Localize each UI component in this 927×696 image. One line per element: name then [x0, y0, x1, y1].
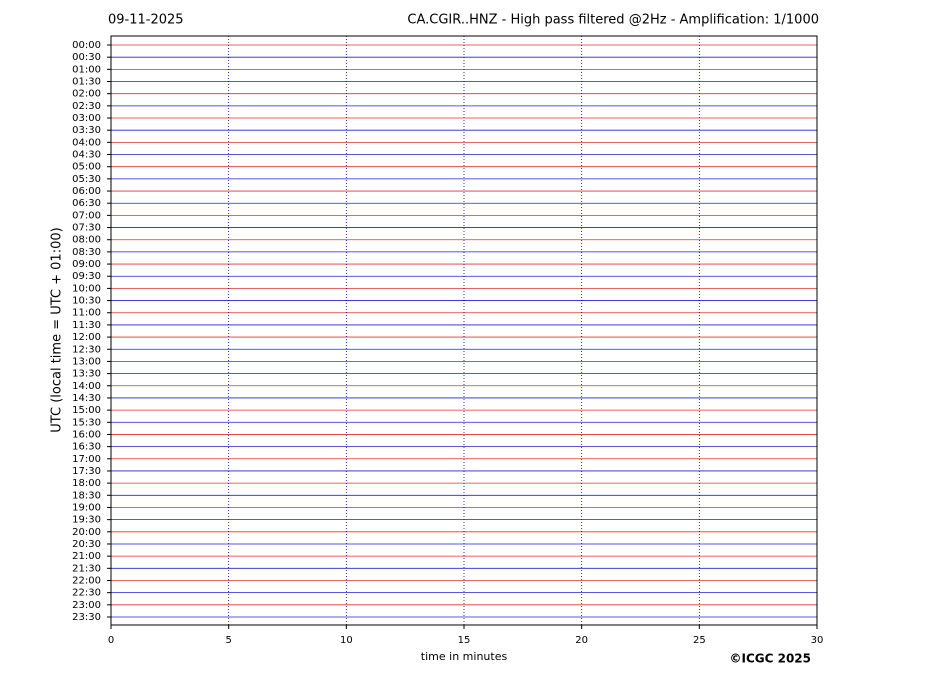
x-tick-label: 30 — [811, 635, 824, 646]
y-tick-label: 07:30 — [72, 223, 101, 234]
y-tick-label: 19:00 — [72, 502, 101, 513]
x-tick-label: 20 — [575, 635, 588, 646]
y-tick-label: 09:30 — [72, 271, 101, 282]
y-tick-label: 09:00 — [72, 259, 101, 270]
y-tick-label: 08:00 — [72, 235, 101, 246]
y-tick-label: 15:30 — [72, 417, 101, 428]
y-tick-label: 14:00 — [72, 381, 101, 392]
chart-title: CA.CGIR..HNZ - High pass filtered @2Hz -… — [407, 13, 819, 28]
y-tick-label: 01:00 — [72, 64, 101, 75]
y-tick-label: 17:30 — [72, 466, 101, 477]
y-tick-label: 20:30 — [72, 539, 101, 550]
y-tick-label: 12:30 — [72, 344, 101, 355]
y-tick-label: 22:00 — [72, 575, 101, 586]
y-axis-title: UTC (local time = UTC + 01:00) — [50, 227, 65, 432]
y-tick-label: 12:00 — [72, 332, 101, 343]
y-tick-label: 01:30 — [72, 77, 101, 88]
x-axis-title: time in minutes — [421, 650, 508, 663]
y-tick-label: 06:00 — [72, 186, 101, 197]
y-tick-label: 23:00 — [72, 600, 101, 611]
x-tick-label: 10 — [340, 635, 353, 646]
y-tick-label: 20:00 — [72, 527, 101, 538]
y-tick-label: 05:00 — [72, 162, 101, 173]
plot-frame — [110, 35, 818, 626]
y-tick-label: 02:00 — [72, 89, 101, 100]
x-tick-label: 0 — [108, 635, 114, 646]
y-tick-label: 13:30 — [72, 369, 101, 380]
y-tick-label: 03:30 — [72, 125, 101, 136]
y-tick-label: 19:30 — [72, 515, 101, 526]
y-tick-label: 02:30 — [72, 101, 101, 112]
y-tick-label: 17:00 — [72, 454, 101, 465]
x-tick-label: 25 — [693, 635, 706, 646]
y-tick-label: 18:00 — [72, 478, 101, 489]
y-tick-label: 21:30 — [72, 563, 101, 574]
y-tick-label: 05:30 — [72, 174, 101, 185]
y-tick-label: 23:30 — [72, 612, 101, 623]
y-tick-label: 22:30 — [72, 588, 101, 599]
y-tick-label: 00:30 — [72, 52, 101, 63]
y-tick-label: 10:30 — [72, 296, 101, 307]
y-tick-label: 04:30 — [72, 150, 101, 161]
y-tick-label: 15:00 — [72, 405, 101, 416]
y-tick-label: 03:00 — [72, 113, 101, 124]
y-tick-label: 08:30 — [72, 247, 101, 258]
y-tick-label: 11:30 — [72, 320, 101, 331]
y-tick-label: 06:30 — [72, 198, 101, 209]
y-tick-label: 10:00 — [72, 283, 101, 294]
y-tick-label: 16:30 — [72, 442, 101, 453]
x-tick-label: 15 — [458, 635, 471, 646]
y-tick-label: 18:30 — [72, 490, 101, 501]
y-tick-label: 13:00 — [72, 356, 101, 367]
y-tick-label: 07:00 — [72, 210, 101, 221]
y-tick-label: 21:00 — [72, 551, 101, 562]
x-tick-label: 5 — [225, 635, 231, 646]
date: 09-11-2025 — [108, 13, 184, 28]
y-tick-label: 04:00 — [72, 137, 101, 148]
y-tick-label: 14:30 — [72, 393, 101, 404]
y-tick-label: 00:00 — [72, 40, 101, 51]
y-tick-label: 16:00 — [72, 429, 101, 440]
y-tick-label: 11:00 — [72, 308, 101, 319]
credit: ©ICGC 2025 — [729, 652, 811, 666]
